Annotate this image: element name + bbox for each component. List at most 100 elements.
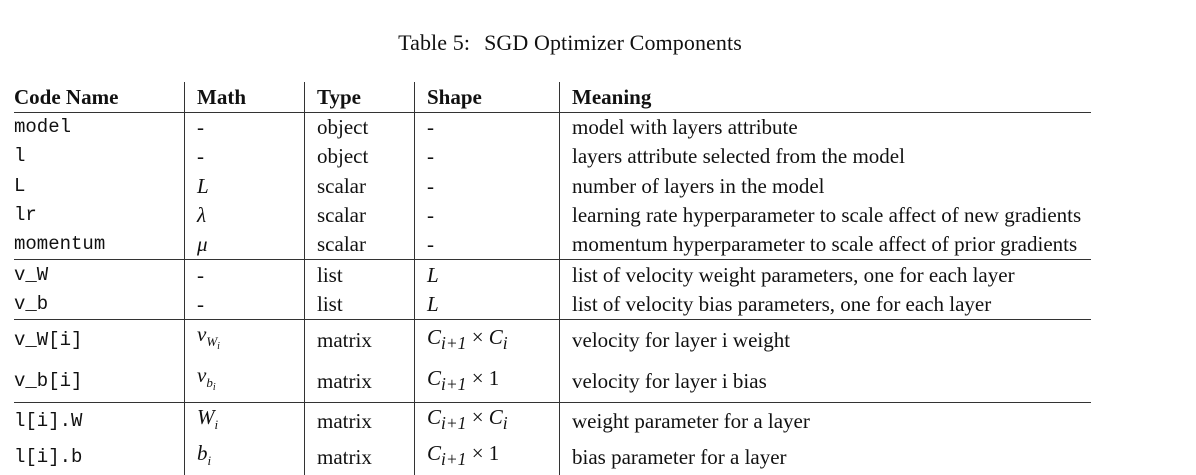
table-row: l[i].b bi matrix Ci+1 × 1 bias parameter… xyxy=(14,439,1092,475)
header-code-name: Code Name xyxy=(14,82,185,113)
cell-type: matrix xyxy=(304,361,415,403)
cell-meaning: velocity for layer i weight xyxy=(559,319,1092,362)
cell-code: lr xyxy=(14,204,37,227)
cell-code: v_W xyxy=(14,259,185,290)
cell-math: λ xyxy=(184,200,305,231)
cell-shape: Ci+1 × 1 xyxy=(414,439,560,475)
header-meaning: Meaning xyxy=(559,82,1092,113)
cell-code: model xyxy=(14,116,72,139)
math-subsub: i xyxy=(217,341,220,353)
cell-code: v_b[i] xyxy=(14,370,83,393)
shape-tail-base: C xyxy=(488,324,503,349)
shape-base: C xyxy=(427,405,442,430)
table-row: v_b[i] vbi matrix Ci+1 × 1 velocity for … xyxy=(14,361,1092,403)
math-sub: i xyxy=(207,453,212,469)
shape-tail-base: C xyxy=(488,405,503,430)
table-caption: Table 5: SGD Optimizer Components xyxy=(0,30,1140,56)
table-row: v_W[i] vWi matrix Ci+1 × Ci velocity for… xyxy=(14,319,1092,362)
cell-type: matrix xyxy=(304,402,415,440)
cell-math: vbi xyxy=(184,361,305,403)
cell-math: μ xyxy=(184,230,305,260)
table-row: v_b - list L list of velocity bias param… xyxy=(14,289,1092,320)
cell-meaning: model with layers attribute xyxy=(559,112,1092,143)
cell-code: l[i].W xyxy=(14,402,185,440)
cell-code: momentum xyxy=(14,233,106,256)
shape-tail-sub: i xyxy=(502,413,508,434)
cell-meaning: list of velocity bias parameters, one fo… xyxy=(559,289,1092,320)
shape-base: C xyxy=(427,324,442,349)
cell-math: - xyxy=(184,142,305,172)
cell-type: list xyxy=(304,289,415,320)
caption-label: Table 5: xyxy=(398,30,471,55)
cell-shape: Ci+1 × Ci xyxy=(414,319,560,362)
cell-meaning: layers attribute selected from the model xyxy=(559,142,1092,172)
shape-op: × xyxy=(466,405,489,430)
cell-code: l xyxy=(14,145,26,168)
math-base: b xyxy=(197,441,208,466)
table-row: l - object - layers attribute selected f… xyxy=(14,142,1092,172)
cell-type: matrix xyxy=(304,319,415,362)
cell-type: object xyxy=(304,142,415,172)
shape-base: C xyxy=(427,441,442,466)
table-row: model - object - model with layers attri… xyxy=(14,112,1092,143)
cell-meaning: bias parameter for a layer xyxy=(559,439,1092,475)
cell-shape: Ci+1 × Ci xyxy=(414,402,560,440)
shape-sub: i+1 xyxy=(441,413,467,434)
cell-math: - xyxy=(184,112,305,143)
cell-meaning: number of layers in the model xyxy=(559,171,1092,201)
cell-math: - xyxy=(184,259,305,290)
shape-sub: i+1 xyxy=(441,449,467,470)
table-header-row: Code Name Math Type Shape Meaning xyxy=(14,82,1092,113)
sgd-components-table: Code Name Math Type Shape Meaning model … xyxy=(14,82,1092,475)
header-math: Math xyxy=(184,82,305,113)
cell-meaning: velocity for layer i bias xyxy=(559,361,1092,403)
header-shape: Shape xyxy=(414,82,560,113)
math-base: v xyxy=(197,322,207,347)
cell-meaning: list of velocity weight parameters, one … xyxy=(559,259,1092,290)
cell-math: - xyxy=(184,289,305,320)
shape-op: × xyxy=(466,324,489,349)
caption-title: SGD Optimizer Components xyxy=(484,30,742,55)
cell-shape: L xyxy=(414,289,560,320)
header-type: Type xyxy=(304,82,415,113)
math-base: v xyxy=(197,363,207,388)
cell-type: list xyxy=(304,259,415,290)
math-sub: b xyxy=(206,375,213,391)
math-sub: i xyxy=(214,417,219,433)
cell-shape: L xyxy=(414,259,560,290)
math-subsub: i xyxy=(212,382,216,394)
math-sub: W xyxy=(206,334,218,350)
shape-tail-sub: i xyxy=(502,333,508,354)
cell-shape: - xyxy=(414,171,560,201)
shape-base: C xyxy=(427,365,442,390)
shape-sub: i+1 xyxy=(441,333,467,354)
cell-type: scalar xyxy=(304,200,415,231)
shape-op: × 1 xyxy=(466,365,500,390)
cell-code: v_W[i] xyxy=(14,319,185,362)
cell-math: vWi xyxy=(184,319,305,362)
table-row: v_W - list L list of velocity weight par… xyxy=(14,259,1092,290)
cell-shape: - xyxy=(414,230,560,260)
cell-meaning: momentum hyperparameter to scale affect … xyxy=(559,230,1092,260)
cell-math: Wi xyxy=(184,402,305,440)
math-base: W xyxy=(197,405,215,430)
cell-type: matrix xyxy=(304,439,415,475)
shape-sub: i+1 xyxy=(441,374,467,395)
table-row: l[i].W Wi matrix Ci+1 × Ci weight parame… xyxy=(14,402,1092,440)
table-row: momentum μ scalar - momentum hyperparame… xyxy=(14,230,1092,260)
cell-math: bi xyxy=(184,439,305,475)
cell-type: scalar xyxy=(304,230,415,260)
cell-type: scalar xyxy=(304,171,415,201)
cell-code: l[i].b xyxy=(14,445,83,468)
cell-type: object xyxy=(304,112,415,143)
cell-shape: - xyxy=(414,112,560,143)
cell-meaning: weight parameter for a layer xyxy=(559,402,1092,440)
table-row: lr λ scalar - learning rate hyperparamet… xyxy=(14,200,1092,231)
shape-op: × 1 xyxy=(466,441,500,466)
cell-meaning: learning rate hyperparameter to scale af… xyxy=(559,200,1092,231)
cell-code: L xyxy=(14,174,26,197)
cell-shape: - xyxy=(414,142,560,172)
cell-shape: - xyxy=(414,200,560,231)
cell-math: L xyxy=(184,171,305,201)
cell-shape: Ci+1 × 1 xyxy=(414,361,560,403)
